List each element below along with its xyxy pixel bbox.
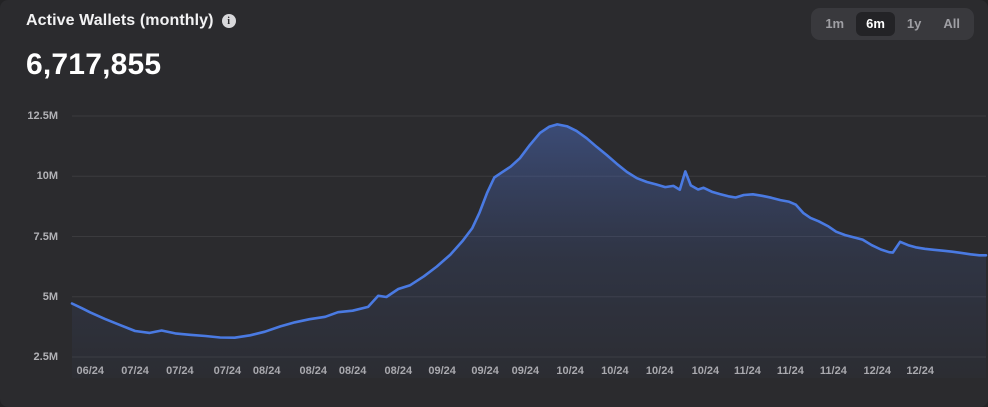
y-tick-label: 5M bbox=[42, 290, 58, 303]
current-value: 6,717,855 bbox=[26, 48, 162, 81]
range-selector: 1m 6m 1y All bbox=[811, 8, 974, 40]
x-tick-label: 11/24 bbox=[733, 365, 761, 377]
chart-header: Active Wallets (monthly) i bbox=[26, 12, 236, 30]
x-tick-label: 09/24 bbox=[471, 365, 499, 377]
y-tick-label: 7.5M bbox=[33, 230, 58, 243]
chart-area bbox=[72, 124, 986, 379]
x-tick-label: 08/24 bbox=[338, 365, 367, 377]
x-tick-label: 08/24 bbox=[384, 365, 413, 377]
x-tick-label: 09/24 bbox=[428, 365, 456, 377]
x-tick-label: 07/24 bbox=[121, 365, 149, 377]
x-tick-label: 10/24 bbox=[691, 365, 720, 377]
x-tick-label: 10/24 bbox=[601, 365, 629, 377]
x-tick-label: 12/24 bbox=[906, 365, 934, 377]
y-tick-label: 12.5M bbox=[27, 110, 58, 122]
x-tick-label: 08/24 bbox=[252, 365, 281, 377]
y-tick-label: 10M bbox=[36, 170, 58, 183]
x-tick-label: 08/24 bbox=[299, 365, 328, 377]
info-icon[interactable]: i bbox=[221, 14, 236, 28]
x-tick-label: 10/24 bbox=[556, 365, 584, 377]
range-1m-button[interactable]: 1m bbox=[815, 12, 854, 36]
x-tick-label: 12/24 bbox=[863, 365, 891, 377]
x-tick-label: 11/24 bbox=[776, 365, 804, 377]
range-6m-button[interactable]: 6m bbox=[856, 12, 895, 36]
y-tick-label: 2.5M bbox=[33, 351, 58, 363]
range-all-button[interactable]: All bbox=[933, 12, 970, 36]
x-tick-label: 07/24 bbox=[166, 365, 194, 377]
x-tick-label: 06/24 bbox=[76, 365, 105, 377]
x-tick-label: 11/24 bbox=[819, 365, 847, 377]
chart-line bbox=[70, 123, 988, 339]
x-tick-label: 07/24 bbox=[213, 365, 242, 377]
x-tick-label: 10/24 bbox=[645, 365, 674, 377]
range-1y-button[interactable]: 1y bbox=[897, 12, 931, 36]
chart-title: Active Wallets (monthly) bbox=[26, 12, 214, 29]
x-tick-label: 09/24 bbox=[511, 365, 540, 377]
